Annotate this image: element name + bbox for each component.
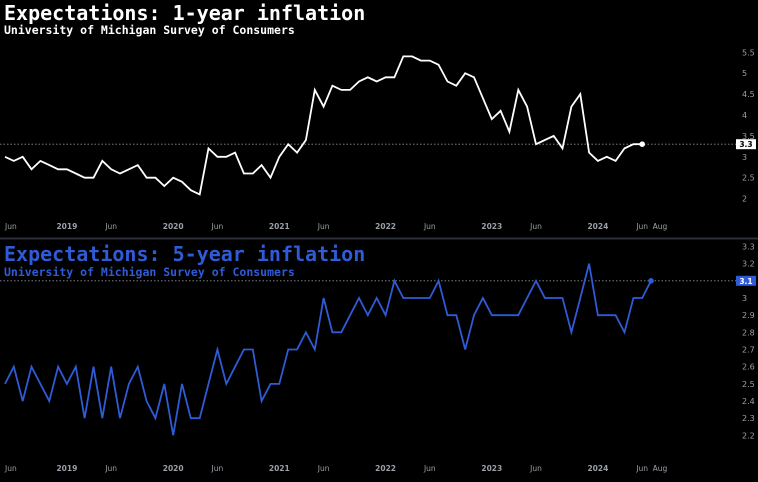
chart-5yr-xtick: Jun bbox=[529, 464, 542, 473]
chart-1yr-panel: 5.5 5 4.5 4 3.5 3 2.5 2 Jun 2019 Jun 2020 Jun 2021 Jun… bbox=[0, 48, 756, 231]
chart-5yr-xtick: 2021 bbox=[269, 464, 290, 473]
chart-1yr-xtick: Jun bbox=[4, 222, 17, 231]
chart-1yr-xtick: 2022 bbox=[375, 222, 396, 231]
chart-1yr-ytick: 4 bbox=[742, 111, 747, 120]
chart-5yr-last-value-label: 3.1 bbox=[739, 277, 752, 286]
chart-5yr-xtick: Aug bbox=[653, 464, 668, 473]
chart-5yr-last-value-badge bbox=[736, 275, 756, 286]
chart-1yr-ytick: 2.5 bbox=[742, 174, 755, 183]
chart-1yr-xtick: 2020 bbox=[163, 222, 184, 231]
chart-1yr-xtick: Jun bbox=[317, 222, 330, 231]
chart-1yr-xtick: 2019 bbox=[56, 222, 77, 231]
chart-5yr-xtick: 2024 bbox=[587, 464, 608, 473]
chart-1yr-xtick: Jun bbox=[211, 222, 224, 231]
chart-5yr-title: Expectations: 5-year inflation bbox=[4, 242, 366, 266]
chart-1yr-xtick: Jun bbox=[635, 222, 648, 231]
chart-5yr-ytick: 2.9 bbox=[742, 311, 755, 320]
chart-1yr-ytick: 3.5 bbox=[742, 132, 755, 141]
chart-1yr-xtick: Jun bbox=[104, 222, 117, 231]
chart-5yr-ytick: 2.7 bbox=[742, 346, 755, 355]
chart-5yr-xtick: Jun bbox=[104, 464, 117, 473]
chart-5yr-xtick: 2019 bbox=[56, 464, 77, 473]
chart-1yr-ytick: 5 bbox=[742, 69, 747, 78]
chart-1yr-ytick: 2 bbox=[742, 195, 747, 204]
chart-1yr-subtitle: University of Michigan Survey of Consume… bbox=[4, 23, 295, 37]
chart-5yr-ytick: 2.8 bbox=[742, 328, 755, 337]
chart-5yr-xtick: 2020 bbox=[163, 464, 184, 473]
chart-5yr-ytick: 2.3 bbox=[742, 414, 755, 423]
chart-5yr-ytick: 3.2 bbox=[742, 260, 755, 269]
chart-5yr-xtick: Jun bbox=[4, 464, 17, 473]
chart-1yr-xtick: Jun bbox=[423, 222, 436, 231]
chart-5yr-panel: 3.3 3.2 3.1 3 2.9 2.8 2.7 2.6 2.5 2.4 2.3 2.2 Jun 201… bbox=[0, 242, 756, 473]
chart-1yr-xtick: 2024 bbox=[587, 222, 608, 231]
chart-5yr-xtick: 2022 bbox=[375, 464, 396, 473]
chart-1yr-last-point bbox=[639, 141, 645, 147]
chart-5yr-ytick: 2.4 bbox=[742, 397, 755, 406]
chart-1yr-xtick: Aug bbox=[653, 222, 668, 231]
chart-5yr-xtick: Jun bbox=[635, 464, 648, 473]
chart-1yr-xtick: Jun bbox=[529, 222, 542, 231]
chart-5yr-xtick: 2023 bbox=[481, 464, 502, 473]
chart-1yr-ytick: 5.5 bbox=[742, 48, 755, 57]
chart-1yr-title: Expectations: 1-year inflation bbox=[4, 1, 366, 25]
chart-5yr-ytick: 2.5 bbox=[742, 380, 755, 389]
chart-5yr-xtick: Jun bbox=[211, 464, 224, 473]
chart-5yr-ytick: 3 bbox=[742, 294, 747, 303]
chart-1yr-ytick: 4.5 bbox=[742, 90, 755, 99]
chart-5yr-ytick: 3.3 bbox=[742, 242, 755, 251]
chart-1yr-ytick: 3 bbox=[742, 153, 747, 162]
chart-5yr-ytick: 2.2 bbox=[742, 431, 755, 440]
chart-5yr-ytick: 2.6 bbox=[742, 363, 755, 372]
chart-5yr-last-point bbox=[648, 278, 654, 284]
chart-1yr-series-line bbox=[4, 55, 643, 196]
chart-1yr-last-value-badge bbox=[736, 139, 756, 150]
chart-1yr-last-value-label: 3.3 bbox=[739, 140, 752, 149]
chart-5yr-subtitle: University of Michigan Survey of Consume… bbox=[4, 265, 295, 279]
chart-5yr-xtick: Jun bbox=[317, 464, 330, 473]
chart-5yr-xtick: Jun bbox=[423, 464, 436, 473]
chart-5yr-series-line bbox=[4, 263, 652, 436]
chart-1yr-xtick: 2023 bbox=[481, 222, 502, 231]
chart-1yr-xtick: 2021 bbox=[269, 222, 290, 231]
